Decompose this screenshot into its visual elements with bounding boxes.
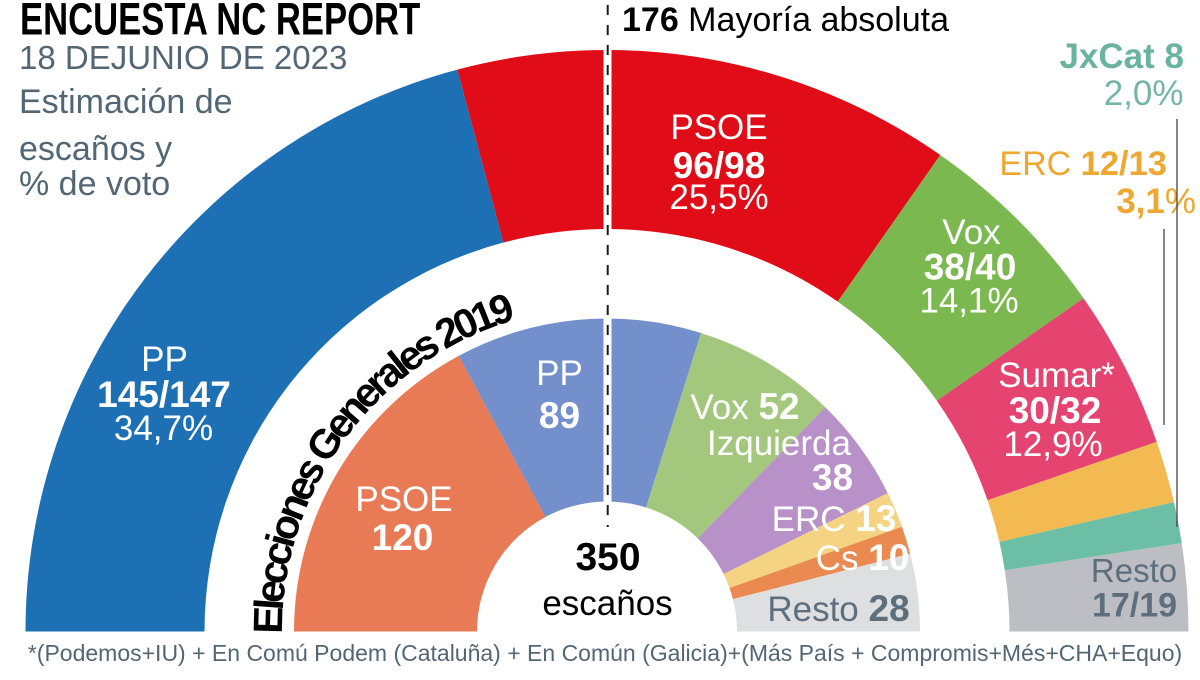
svg-text:*(Podemos+IU) + En Comú Podem: *(Podemos+IU) + En Comú Podem (Cataluña)…	[28, 640, 1182, 666]
svg-text:14,1%: 14,1%	[919, 282, 1018, 321]
svg-text:145/147: 145/147	[97, 374, 231, 415]
svg-text:96/98: 96/98	[673, 145, 766, 186]
svg-text:18 DEJUNIO DE 2023: 18 DEJUNIO DE 2023	[19, 39, 347, 76]
svg-text:Izquierda: Izquierda	[707, 424, 852, 463]
svg-text:PSOE: PSOE	[355, 480, 452, 519]
svg-text:Sumar*: Sumar*	[998, 356, 1115, 395]
svg-text:Resto: Resto	[1091, 552, 1177, 589]
svg-text:350: 350	[575, 536, 640, 579]
svg-text:34,7%: 34,7%	[114, 409, 213, 448]
svg-text:escaños: escaños	[542, 584, 672, 623]
svg-text:Vox 52: Vox 52	[690, 386, 799, 427]
svg-text:2,0%: 2,0%	[1104, 74, 1184, 113]
svg-text:Vox: Vox	[942, 213, 1001, 252]
svg-text:30/32: 30/32	[1009, 390, 1102, 431]
svg-text:PP: PP	[141, 340, 188, 379]
svg-text:Estimación de: Estimación de	[19, 83, 233, 121]
svg-text:escaños y: escaños y	[19, 130, 172, 168]
svg-text:120: 120	[372, 517, 434, 558]
svg-text:Cs 10: Cs 10	[816, 537, 910, 578]
svg-text:38: 38	[812, 457, 853, 498]
svg-text:17/19: 17/19	[1092, 587, 1177, 625]
svg-text:Resto 28: Resto 28	[767, 588, 909, 629]
svg-text:176 Mayoría absoluta: 176 Mayoría absoluta	[622, 1, 949, 39]
svg-text:ERC 12/13: ERC 12/13	[999, 145, 1167, 183]
svg-text:ERC 13: ERC 13	[772, 498, 897, 539]
svg-text:38/40: 38/40	[924, 247, 1017, 288]
svg-text:PSOE: PSOE	[670, 108, 767, 147]
svg-text:JxCat 8: JxCat 8	[1059, 37, 1184, 76]
svg-text:3,1%: 3,1%	[1116, 182, 1196, 221]
svg-text:12,9%: 12,9%	[1003, 425, 1102, 464]
svg-text:% de voto: % de voto	[19, 165, 170, 203]
svg-text:ENCUESTA NC REPORT: ENCUESTA NC REPORT	[20, 0, 421, 45]
svg-text:25,5%: 25,5%	[669, 178, 768, 217]
svg-text:PP: PP	[536, 354, 583, 393]
svg-text:89: 89	[539, 395, 580, 436]
